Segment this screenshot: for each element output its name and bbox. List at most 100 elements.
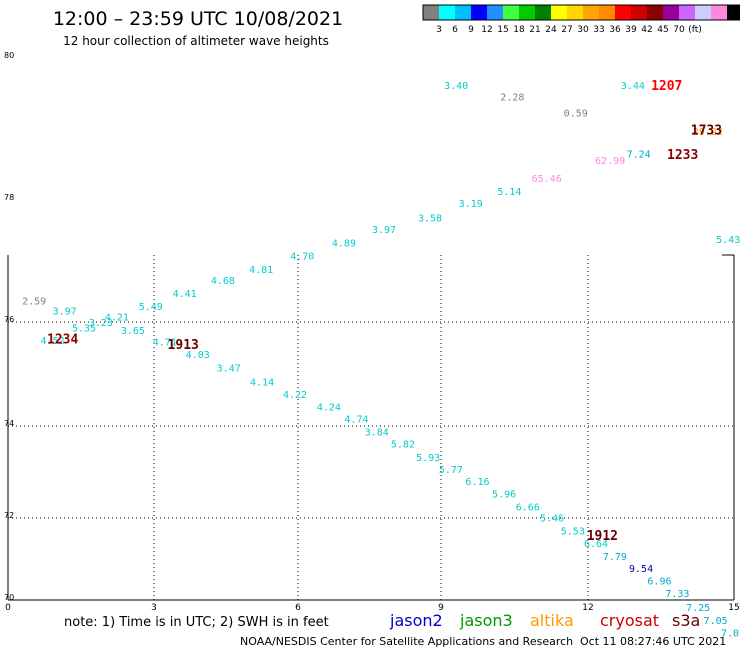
wave-height-value: 3.44 (621, 81, 645, 92)
x-tick-label: 0 (5, 603, 11, 613)
wave-height-value: 3.23 (89, 318, 113, 329)
legend-swatch (647, 5, 663, 20)
pass-time-label: 1233 (667, 148, 698, 163)
legend-label: 21 (529, 25, 540, 35)
axis-tick-labels: 0 3 6 9 12 15 70 72 74 76 78 80 (4, 51, 740, 613)
pass-time-labels: 1207 1733 1233 1234 1913 1912 (47, 79, 722, 544)
wave-height-value: 7.33 (665, 589, 689, 600)
wave-height-value: 2.28 (500, 93, 524, 104)
y-tick-label: 72 (4, 511, 14, 520)
wave-height-value: 5.82 (391, 440, 415, 451)
wave-height-value: 5.77 (439, 465, 463, 476)
legend-swatch (615, 5, 631, 20)
legend-label: 3 (436, 25, 442, 35)
pass-time-label: 1207 (651, 79, 682, 94)
color-legend-labels: 3 6 9 12 15 18 21 24 27 30 33 36 39 42 45 70 (ft) (436, 25, 702, 35)
legend-swatch (423, 5, 439, 20)
wave-height-value: 3.97 (372, 225, 396, 236)
wave-height-value: 4.03 (186, 350, 210, 361)
legend-label: 6 (452, 25, 458, 35)
wave-height-value: 5.14 (497, 187, 521, 198)
wave-height-value: 5.35 (72, 324, 96, 335)
satellite-legend-jason2: jason2 (389, 611, 443, 630)
legend-swatch (519, 5, 535, 20)
wave-height-value: 7.25 (686, 603, 710, 614)
wave-height-value: 6.66 (516, 502, 540, 513)
wave-height-value: 4.14 (250, 378, 274, 389)
legend-label: 15 (497, 25, 508, 35)
wave-height-value: 7.24 (627, 150, 651, 161)
wave-height-value: 5.53 (561, 527, 585, 538)
y-tick-label: 80 (4, 51, 14, 60)
wave-height-value: 5.43 (716, 235, 740, 246)
x-tick-label: 12 (582, 603, 593, 613)
pass-time-label: 1913 (168, 338, 199, 353)
wave-height-value: 9.54 (629, 564, 653, 575)
pass-time-label: 1234 (47, 333, 78, 348)
color-legend (422, 4, 740, 21)
legend-swatch (535, 5, 551, 20)
wave-height-value: 6.96 (647, 576, 671, 587)
satellite-legend-s3a: s3a (672, 611, 700, 630)
legend-label: 70 (673, 25, 685, 35)
wave-height-value: 5.49 (139, 302, 163, 313)
footer-timestamp: Oct 11 08:27:46 UTC 2021 (580, 635, 726, 648)
wave-height-value: 4.21 (105, 312, 129, 323)
legend-swatch (631, 5, 647, 20)
chart-subtitle: 12 hour collection of altimeter wave hei… (63, 34, 329, 48)
pass-time-label: 1733 (691, 124, 722, 139)
satellite-legend: jason2 jason3 altika cryosat s3a (389, 611, 700, 630)
y-tick-label: 70 (4, 593, 14, 602)
satellite-legend-cryosat: cryosat (600, 611, 659, 630)
wave-height-value: 4.24 (317, 402, 341, 413)
wave-height-value: 4.70 (290, 251, 314, 262)
y-tick-label: 74 (4, 419, 14, 428)
y-tick-label: 78 (4, 193, 14, 202)
wave-height-value: 4.71 (153, 338, 177, 349)
wave-height-value: 5.93 (416, 453, 440, 464)
legend-label: 42 (641, 25, 652, 35)
legend-label: 33 (593, 25, 604, 35)
legend-label: 18 (513, 25, 525, 35)
legend-swatch (663, 5, 679, 20)
wave-height-value: 4.52 (40, 336, 64, 347)
wave-height-value: 7.02 (721, 629, 740, 640)
wave-height-value: 4.22 (283, 390, 307, 401)
legend-label: 36 (609, 25, 621, 35)
plot-grid (7, 254, 735, 601)
legend-swatch (551, 5, 567, 20)
legend-label: 45 (657, 25, 668, 35)
wave-height-value: 3.97 (53, 306, 77, 317)
wave-height-value: 4.74 (344, 414, 368, 425)
wave-height-value: 6.64 (584, 539, 608, 550)
wave-height-value: 7.05 (704, 616, 728, 627)
wave-height-value: 3.84 (365, 427, 389, 438)
x-tick-label: 15 (728, 603, 739, 613)
footer-note: note: 1) Time is in UTC; 2) SWH is in fe… (64, 615, 329, 630)
wave-height-value: 0.59 (564, 109, 588, 120)
legend-label: 9 (468, 25, 474, 35)
legend-label: 27 (561, 25, 572, 35)
legend-swatch (487, 5, 503, 20)
legend-swatch (679, 5, 695, 20)
wave-height-value: 62.99 (595, 156, 625, 167)
legend-swatch (455, 5, 471, 20)
x-tick-label: 6 (295, 603, 301, 613)
satellite-legend-jason3: jason3 (459, 611, 513, 630)
y-tick-label: 76 (4, 315, 14, 324)
wave-height-value: 4.81 (249, 265, 273, 276)
x-tick-label: 9 (438, 603, 444, 613)
legend-swatch (567, 5, 583, 20)
legend-swatch (439, 5, 455, 20)
legend-label: 12 (481, 25, 492, 35)
chart-title: 12:00 – 23:59 UTC 10/08/2021 (53, 8, 343, 30)
legend-label: 39 (625, 25, 637, 35)
legend-swatch (695, 5, 711, 20)
wave-height-value: 5.96 (492, 489, 516, 500)
wave-height-value: 7.79 (603, 552, 627, 563)
wave-height-value: 6.16 (465, 477, 489, 488)
legend-border (422, 4, 740, 21)
wave-height-value: 3.47 (217, 364, 241, 375)
legend-label: 24 (545, 25, 557, 35)
